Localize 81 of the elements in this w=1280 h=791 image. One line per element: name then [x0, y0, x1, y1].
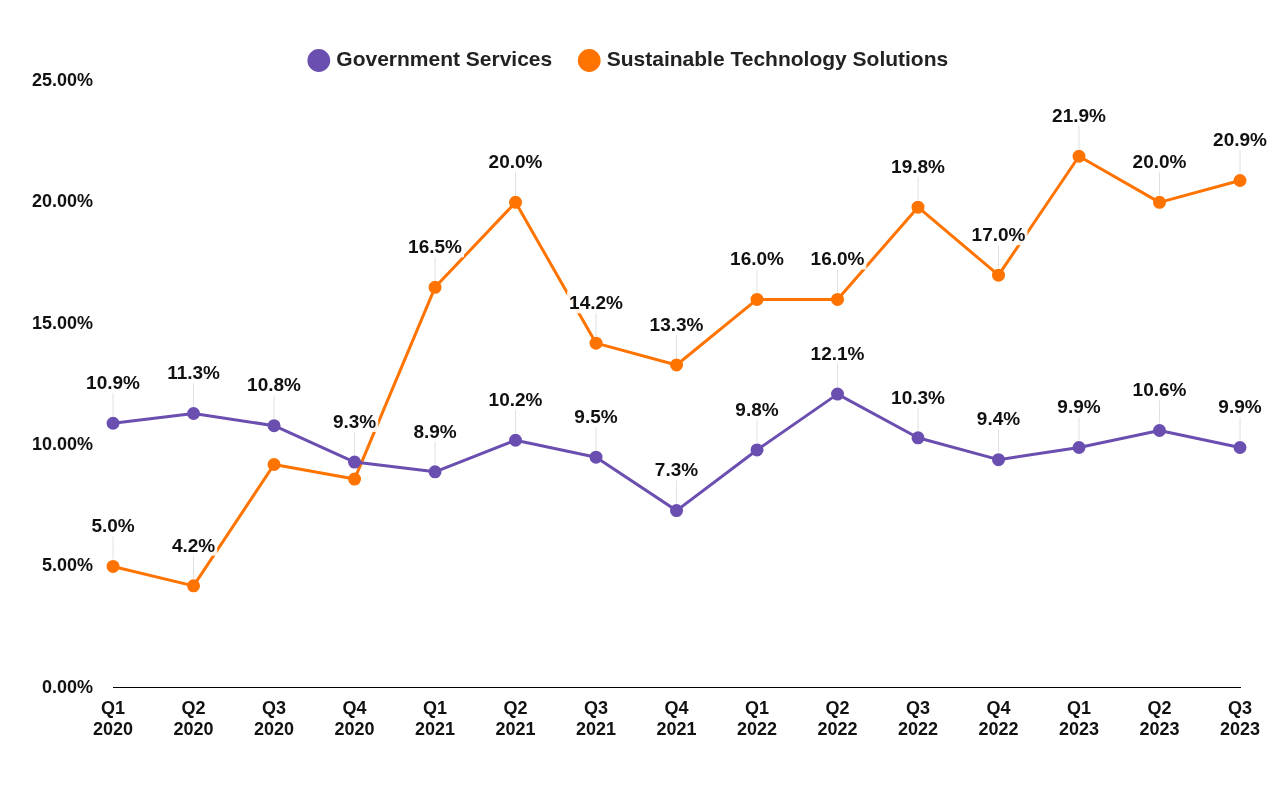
point [509, 433, 523, 447]
x-tick-label: Q4 2022 [978, 697, 1019, 740]
data-label: 21.9% [1052, 104, 1107, 126]
data-label: 14.2% [569, 291, 624, 313]
point [106, 559, 120, 573]
data-label: 19.8% [891, 155, 946, 177]
data-label: 17.0% [971, 223, 1026, 245]
point [106, 416, 120, 430]
x-tick-label: Q1 2022 [737, 697, 778, 740]
data-label: 10.8% [247, 374, 302, 396]
point [911, 431, 925, 445]
x-tick-label: Q2 2022 [817, 697, 858, 740]
data-label: 20.0% [488, 151, 543, 173]
data-label: 20.9% [1213, 129, 1268, 151]
data-label: 8.9% [413, 420, 457, 442]
point [509, 195, 523, 209]
y-tick-label: 15.00% [31, 312, 94, 333]
x-tick-label: Q1 2021 [415, 697, 456, 740]
point [1153, 424, 1166, 438]
x-tick-label: Q2 2023 [1139, 697, 1180, 740]
point [267, 458, 281, 471]
x-tick-label: Q2 2020 [173, 697, 214, 740]
point [831, 292, 845, 306]
point [1072, 441, 1086, 455]
point [589, 450, 603, 464]
point [750, 443, 764, 457]
data-label: 16.0% [730, 248, 785, 270]
data-label: 16.5% [408, 236, 463, 258]
point [992, 268, 1006, 282]
data-label: 11.3% [167, 362, 221, 384]
x-tick-label: Q3 2022 [897, 697, 939, 740]
data-label: 9.9% [1057, 396, 1101, 418]
point [428, 465, 442, 479]
point [267, 419, 281, 433]
x-tick-label: Q3 2020 [254, 697, 295, 740]
point [1233, 174, 1247, 188]
data-label: 9.5% [574, 405, 618, 427]
point [992, 453, 1006, 467]
point [348, 455, 362, 469]
point [1153, 195, 1166, 209]
point [1233, 441, 1247, 455]
data-label: 10.3% [891, 386, 946, 408]
point [589, 336, 603, 350]
data-label: 16.0% [810, 248, 865, 270]
data-label: 9.8% [735, 398, 779, 420]
y-tick-label: 0.00% [42, 676, 94, 697]
data-label: 12.1% [810, 342, 865, 364]
legend-label: Government Services [336, 47, 553, 71]
legend-label: Sustainable Technology Solutions [606, 47, 949, 71]
point [911, 200, 925, 214]
x-tick-label: Q4 2020 [334, 697, 375, 740]
x-tick-label: Q1 2023 [1058, 697, 1100, 740]
point [1072, 149, 1086, 163]
point [831, 387, 845, 401]
point [187, 407, 201, 421]
y-tick-label: 5.00% [42, 555, 94, 576]
point [348, 472, 362, 486]
y-tick-label: 20.00% [31, 191, 94, 212]
point [750, 292, 764, 306]
data-label: 9.4% [976, 408, 1021, 430]
data-label: 20.0% [1132, 151, 1187, 173]
point [670, 358, 684, 372]
data-label: 9.9% [1218, 396, 1262, 418]
data-label: 10.2% [488, 388, 543, 410]
x-tick-label: Q2 2021 [495, 697, 536, 740]
data-label: 7.3% [654, 459, 699, 481]
y-tick-label: 25.00% [31, 69, 94, 90]
data-label: 13.3% [649, 313, 704, 335]
point [428, 280, 442, 294]
x-tick-label: Q3 2021 [576, 697, 617, 740]
x-tick-label: Q1 2020 [93, 697, 134, 740]
y-tick-label: 10.00% [31, 434, 94, 455]
point [670, 504, 684, 518]
data-label: 4.2% [171, 534, 216, 556]
x-tick-label: Q4 2021 [656, 697, 697, 740]
data-label: 10.6% [1132, 379, 1187, 401]
data-label: 5.0% [91, 515, 135, 537]
x-tick-label: Q3 2023 [1219, 697, 1261, 740]
data-label: 9.3% [332, 410, 377, 432]
point [187, 579, 201, 593]
data-label: 10.9% [86, 371, 141, 393]
